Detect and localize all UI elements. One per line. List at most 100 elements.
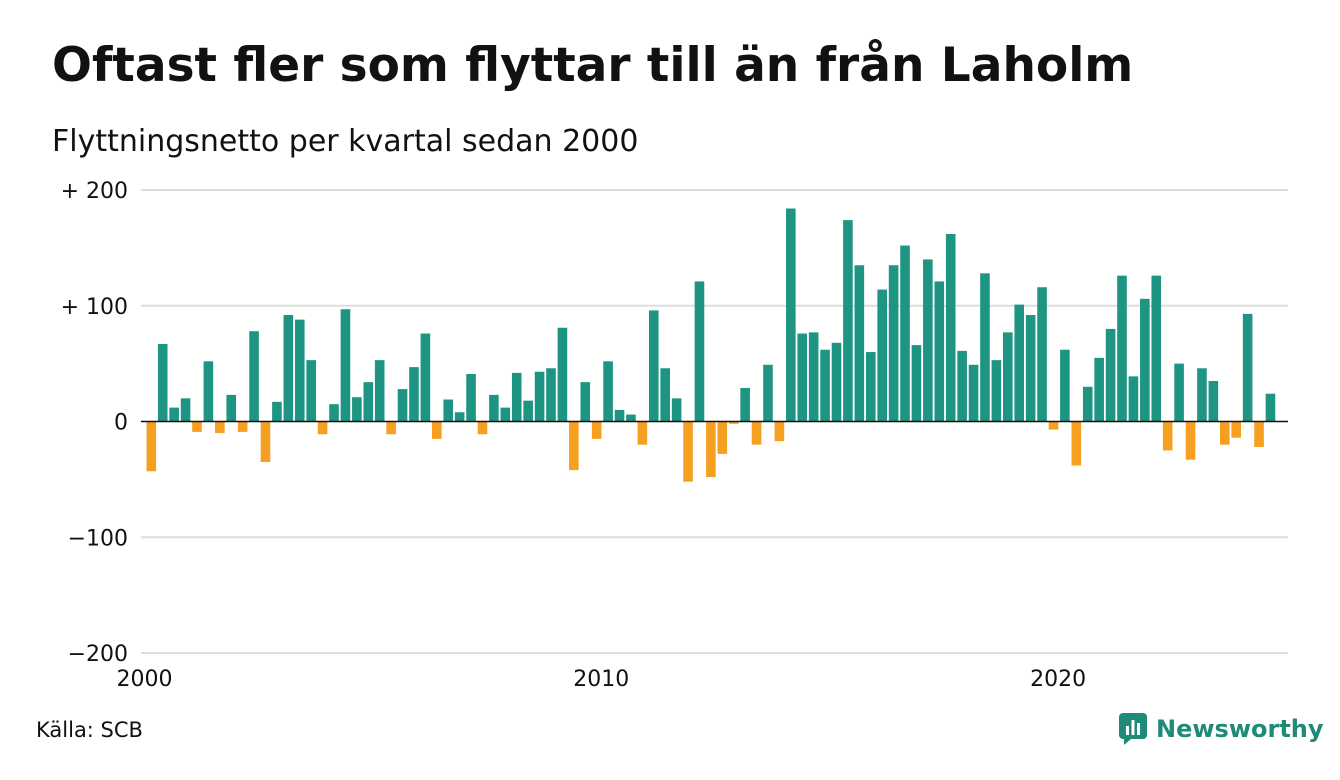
x-axis-labels: 2000 2010 2020 xyxy=(117,667,1087,692)
bar xyxy=(923,259,933,422)
bar xyxy=(272,401,282,422)
bar xyxy=(980,273,990,422)
x-tick-label: 2010 xyxy=(573,667,629,692)
bar xyxy=(1094,357,1104,422)
bar xyxy=(1105,328,1116,422)
bar xyxy=(957,350,967,422)
bar xyxy=(386,421,396,435)
bar xyxy=(1208,380,1219,422)
bar xyxy=(683,421,693,482)
bar xyxy=(706,421,716,478)
newsworthy-logo-icon xyxy=(1119,713,1147,745)
x-tick-label: 2020 xyxy=(1030,667,1086,692)
bar xyxy=(1265,393,1276,422)
bar xyxy=(660,368,670,422)
y-axis-labels: + 200 + 100 0 −100 −200 xyxy=(61,179,128,667)
bar xyxy=(226,394,237,422)
bar xyxy=(843,220,853,422)
bar xyxy=(169,407,179,422)
bar xyxy=(1219,421,1230,445)
bar xyxy=(352,397,362,422)
y-tick-label: + 100 xyxy=(61,295,128,320)
chart-title: Oftast fler som flyttar till än från Lah… xyxy=(52,38,1134,93)
bar xyxy=(511,372,522,422)
y-tick-label: + 200 xyxy=(61,179,128,204)
bar xyxy=(774,421,785,442)
bar xyxy=(740,387,750,422)
bar xyxy=(626,414,636,422)
brand-name: Newsworthy xyxy=(1156,715,1324,743)
bar xyxy=(603,361,613,422)
source-note: Källa: SCB xyxy=(36,718,143,742)
bar xyxy=(1060,349,1070,422)
bar xyxy=(1151,275,1162,422)
bar xyxy=(397,389,408,422)
bar xyxy=(854,265,865,422)
bar xyxy=(203,361,214,422)
bar xyxy=(1254,421,1264,447)
bar xyxy=(466,374,476,422)
bar xyxy=(808,332,819,422)
bar xyxy=(477,421,488,435)
bar xyxy=(991,360,1002,422)
bar xyxy=(728,421,739,424)
bar xyxy=(1197,368,1207,422)
y-tick-label: 0 xyxy=(114,411,128,436)
bars xyxy=(146,208,1276,482)
bar xyxy=(409,367,419,422)
bar xyxy=(157,343,168,422)
bar xyxy=(820,349,830,422)
bar xyxy=(260,421,271,463)
bar xyxy=(523,400,533,422)
bar xyxy=(249,331,259,422)
y-tick-label: −200 xyxy=(68,642,128,667)
bar xyxy=(294,319,305,422)
bar xyxy=(717,421,728,454)
bar xyxy=(1117,275,1127,422)
bar xyxy=(340,309,351,422)
bar xyxy=(1128,376,1139,422)
brand-logo: Newsworthy xyxy=(1118,712,1324,746)
bar xyxy=(192,421,202,432)
bar xyxy=(569,421,579,471)
x-tick-label: 2000 xyxy=(117,667,173,692)
bar xyxy=(1174,363,1184,422)
bar xyxy=(1140,298,1150,422)
bar xyxy=(1014,304,1025,422)
bar xyxy=(317,421,328,435)
bar xyxy=(614,409,625,422)
bar xyxy=(694,281,705,422)
bar xyxy=(489,394,499,422)
bar xyxy=(1071,421,1082,466)
bar xyxy=(786,208,796,422)
bar xyxy=(534,371,545,422)
bar xyxy=(648,310,659,422)
bar xyxy=(443,399,454,422)
bar xyxy=(763,364,773,422)
bar xyxy=(591,421,602,439)
bar xyxy=(877,289,887,422)
bar xyxy=(1037,287,1047,422)
bar xyxy=(1025,315,1036,422)
bar xyxy=(363,382,374,422)
bar xyxy=(283,315,294,422)
gridlines xyxy=(141,189,1288,654)
bar xyxy=(374,360,385,422)
bar xyxy=(432,421,442,439)
bar xyxy=(329,404,339,422)
bar xyxy=(831,342,842,422)
bar xyxy=(797,333,808,422)
bar xyxy=(637,421,648,445)
bar xyxy=(146,421,157,472)
bar xyxy=(1242,313,1253,422)
bar xyxy=(888,265,899,422)
bar xyxy=(454,412,465,422)
bar xyxy=(1162,421,1173,451)
bar xyxy=(306,360,316,422)
bar xyxy=(671,398,682,422)
bar xyxy=(934,281,945,422)
bar xyxy=(865,352,876,422)
bar xyxy=(580,382,591,422)
bar xyxy=(237,421,248,432)
y-tick-label: −100 xyxy=(68,526,128,551)
